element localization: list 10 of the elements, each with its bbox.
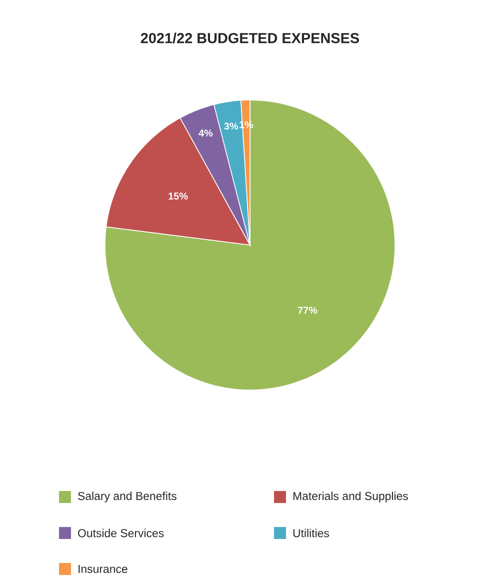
data-label: 4% xyxy=(198,130,213,137)
data-label: 3% xyxy=(224,122,238,130)
legend-label: Utilities xyxy=(293,528,330,538)
chart-title: 2021/22 BUDGETED EXPENSES xyxy=(140,32,360,44)
legend-label: Salary and Benefits xyxy=(78,492,176,502)
legend-label: Materials and Supplies xyxy=(293,492,408,502)
legend-label: Insurance xyxy=(78,565,128,573)
data-label: 77% xyxy=(298,306,318,314)
data-label: 15% xyxy=(168,192,188,200)
legend-label: Outside Services xyxy=(78,528,164,538)
